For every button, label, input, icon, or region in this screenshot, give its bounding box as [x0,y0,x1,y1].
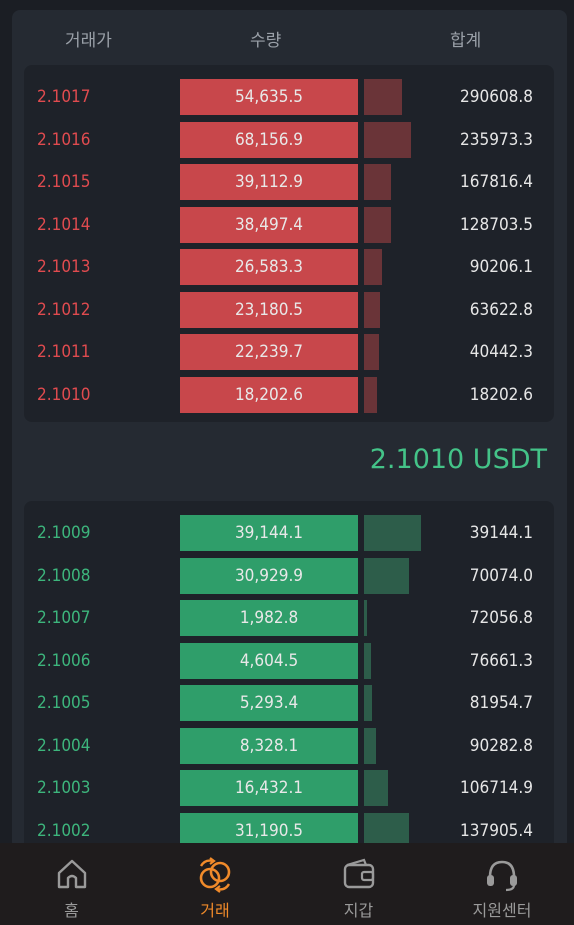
bid-cumulative-total: 72056.8 [469,608,533,628]
ask-depth-bar [364,249,382,285]
ask-cumulative-total: 63622.8 [469,299,533,320]
tab-label: 홈 [64,901,79,920]
bid-price: 2.1002 [37,820,91,841]
bid-cumulative-total: 76661.3 [469,650,533,671]
ask-price: 2.1012 [37,299,91,320]
ask-order-row[interactable]: 2.1011 22,239.7 40442.3 [24,334,554,370]
ask-price: 2.1015 [37,172,91,192]
ask-cumulative-total: 128703.5 [460,214,533,235]
last-trade-price: 2.1010 USDT [369,444,547,475]
bid-price: 2.1008 [37,565,91,586]
ask-quantity: 22,239.7 [180,334,358,370]
bid-cumulative-total: 137905.4 [460,820,533,841]
bid-order-row[interactable]: 2.1004 8,328.1 90282.8 [24,727,554,764]
ask-cumulative-total: 90206.1 [469,257,533,277]
ask-order-row[interactable]: 2.1010 18,202.6 18202.6 [24,376,554,413]
bid-cumulative-total: 70074.0 [469,565,533,586]
bid-depth-bar [364,812,409,849]
tab-label: 지원센터 [472,901,532,920]
ask-order-row[interactable]: 2.1017 54,635.5 290608.8 [24,79,554,115]
ask-depth-bar [364,376,377,413]
bid-order-row[interactable]: 2.1007 1,982.8 72056.8 [24,600,554,636]
ask-order-row[interactable]: 2.1014 38,497.4 128703.5 [24,206,554,243]
ask-quantity: 23,180.5 [180,291,358,328]
bid-quantity: 5,293.4 [180,685,358,721]
ask-depth-bar [364,206,391,243]
bid-price: 2.1004 [37,735,91,756]
bid-price: 2.1006 [37,650,91,671]
bid-depth-bar [364,727,376,764]
bid-cumulative-total: 90282.8 [469,735,533,756]
bid-cumulative-total: 81954.7 [469,693,533,713]
ask-orders-list: 2.1017 54,635.5 290608.8 2.1016 68,156.9 2359… [24,65,554,422]
ask-quantity: 54,635.5 [180,79,358,115]
bid-depth-bar [364,642,371,679]
bid-depth-bar [364,515,421,551]
bid-depth-bar [364,770,388,806]
ask-cumulative-total: 235973.3 [460,129,533,150]
ask-quantity: 68,156.9 [180,121,358,158]
tab-trade[interactable]: 거래 [144,843,287,925]
bid-quantity: 39,144.1 [180,515,358,551]
ask-order-row[interactable]: 2.1013 26,583.3 90206.1 [24,249,554,285]
ask-cumulative-total: 40442.3 [469,342,533,362]
bid-quantity: 8,328.1 [180,727,358,764]
bid-order-row[interactable]: 2.1002 31,190.5 137905.4 [24,812,554,849]
order-book-panel: 거래가 수량 합계 2.1017 54,635.5 290608.8 2.1016 68… [12,10,567,861]
bid-depth-bar [364,600,367,636]
bid-quantity: 16,432.1 [180,770,358,806]
bid-quantity: 4,604.5 [180,642,358,679]
total-column-header: 합계 [450,31,482,51]
bid-order-row[interactable]: 2.1006 4,604.5 76661.3 [24,642,554,679]
ask-price: 2.1016 [37,129,91,150]
bid-order-row[interactable]: 2.1005 5,293.4 81954.7 [24,685,554,721]
ask-price: 2.1013 [37,257,91,277]
bid-price: 2.1009 [37,523,91,543]
bid-order-row[interactable]: 2.1008 30,929.9 70074.0 [24,557,554,594]
ask-depth-bar [364,334,379,370]
ask-depth-bar [364,121,411,158]
price-column-header: 거래가 [65,31,112,51]
bid-quantity: 31,190.5 [180,812,358,849]
tab-support[interactable]: 지원센터 [431,843,574,925]
ask-depth-bar [364,164,391,200]
ask-order-row[interactable]: 2.1015 39,112.9 167816.4 [24,164,554,200]
ask-price: 2.1011 [37,342,91,362]
ask-price: 2.1010 [37,384,91,405]
bid-order-row[interactable]: 2.1009 39,144.1 39144.1 [24,515,554,551]
bid-depth-bar [364,685,372,721]
bid-quantity: 1,982.8 [180,600,358,636]
bid-price: 2.1003 [37,778,91,798]
ask-cumulative-total: 167816.4 [460,172,533,192]
ask-depth-bar [364,291,380,328]
ask-price: 2.1014 [37,214,91,235]
bid-cumulative-total: 106714.9 [460,778,533,798]
tab-label: 거래 [200,901,230,920]
bid-price: 2.1007 [37,608,91,628]
tab-wallet[interactable]: 지갑 [287,843,430,925]
bid-quantity: 30,929.9 [180,557,358,594]
bid-cumulative-total: 39144.1 [469,523,533,543]
ask-quantity: 39,112.9 [180,164,358,200]
bid-price: 2.1005 [37,693,91,713]
tab-home[interactable]: 홈 [0,843,143,925]
ask-price: 2.1017 [37,87,91,107]
bottom-tab-bar: 홈 거래 지갑 지원센터 [0,843,574,925]
ask-order-row[interactable]: 2.1012 23,180.5 63622.8 [24,291,554,328]
bid-depth-bar [364,557,409,594]
quantity-column-header: 수량 [250,31,282,51]
tab-label: 지갑 [343,901,374,920]
bid-orders-list: 2.1009 39,144.1 39144.1 2.1008 30,929.9 70074… [24,501,554,861]
ask-quantity: 38,497.4 [180,206,358,243]
ask-cumulative-total: 290608.8 [460,87,533,107]
ask-cumulative-total: 18202.6 [469,384,533,405]
bid-order-row[interactable]: 2.1003 16,432.1 106714.9 [24,770,554,806]
ask-depth-bar [364,79,402,115]
ask-order-row[interactable]: 2.1016 68,156.9 235973.3 [24,121,554,158]
ask-quantity: 18,202.6 [180,376,358,413]
column-header: 거래가 수량 합계 [12,10,567,60]
ask-quantity: 26,583.3 [180,249,358,285]
